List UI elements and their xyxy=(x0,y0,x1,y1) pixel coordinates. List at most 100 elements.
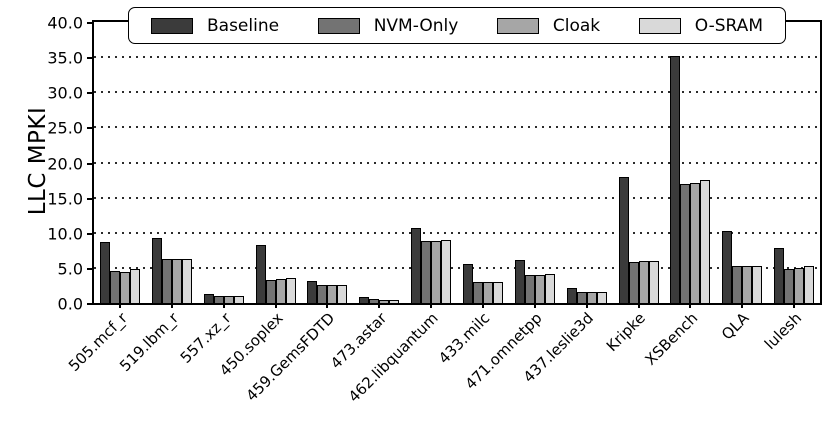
y-tick-label-40.0: 40.0 xyxy=(47,13,83,33)
bar-Baseline-lulesh xyxy=(774,248,785,303)
bar-NVM-Only-462.libquantum xyxy=(421,240,432,303)
x-tick-mark xyxy=(274,303,277,308)
y-tick-label-30.0: 30.0 xyxy=(47,83,83,103)
bar-O-SRAM-450.soplex xyxy=(285,277,296,303)
x-tick-mark xyxy=(585,303,588,308)
bar-O-SRAM-433.milc xyxy=(492,281,503,303)
x-tick-mark xyxy=(118,303,121,308)
bar-group-450.soplex xyxy=(250,22,302,303)
bar-O-SRAM-Kripke xyxy=(648,260,659,303)
bar-O-SRAM-462.libquantum xyxy=(441,240,452,303)
y-tick-mark xyxy=(87,267,94,270)
bar-group-473.astar xyxy=(353,22,405,303)
bar-group-519.lbm_r xyxy=(146,22,198,303)
x-tick-label-459.GemsFDTD: 459.GemsFDTD xyxy=(242,309,339,405)
bar-O-SRAM-519.lbm_r xyxy=(181,258,192,303)
bar-NVM-Only-450.soplex xyxy=(265,279,276,303)
bar-Baseline-450.soplex xyxy=(255,244,266,303)
bar-Cloak-433.milc xyxy=(482,282,493,303)
bar-NVM-Only-Kripke xyxy=(628,262,639,303)
legend-swatch-NVM-Only xyxy=(317,17,360,34)
bar-O-SRAM-505.mcf_r xyxy=(129,269,140,303)
legend-label-NVM-Only: NVM-Only xyxy=(373,15,459,36)
bar-Cloak-459.GemsFDTD xyxy=(327,284,338,303)
bar-Cloak-437.leslie3d xyxy=(586,291,597,303)
y-tick-label-0.0: 0.0 xyxy=(57,294,83,314)
bar-Baseline-519.lbm_r xyxy=(151,238,162,303)
y-tick-label-25.0: 25.0 xyxy=(47,118,83,138)
bar-Baseline-433.milc xyxy=(462,264,473,303)
y-tick-mark xyxy=(87,162,94,165)
x-tick-mark xyxy=(793,303,796,308)
x-tick-label-QLA: QLA xyxy=(718,309,753,344)
bar-O-SRAM-473.astar xyxy=(389,300,400,303)
x-tick-label-462.libquantum: 462.libquantum xyxy=(344,309,442,406)
bar-Baseline-471.omnetpp xyxy=(514,259,525,303)
bar-group-471.omnetpp xyxy=(509,22,561,303)
bar-O-SRAM-437.leslie3d xyxy=(596,291,607,303)
legend-swatch-Baseline xyxy=(151,17,193,34)
bar-O-SRAM-459.GemsFDTD xyxy=(337,284,348,303)
bar-NVM-Only-471.omnetpp xyxy=(524,274,535,303)
bar-Cloak-505.mcf_r xyxy=(119,271,130,303)
x-tick-mark xyxy=(430,303,433,308)
bar-Cloak-471.omnetpp xyxy=(534,274,545,303)
bar-group-462.libquantum xyxy=(405,22,457,303)
bar-NVM-Only-433.milc xyxy=(472,282,483,303)
x-tick-mark xyxy=(170,303,173,308)
bar-group-433.milc xyxy=(457,22,509,303)
bar-O-SRAM-557.xz_r xyxy=(233,295,244,303)
y-tick-mark xyxy=(87,57,94,60)
bar-NVM-Only-505.mcf_r xyxy=(109,271,120,303)
bar-O-SRAM-XSBench xyxy=(700,179,711,303)
bar-Cloak-450.soplex xyxy=(275,278,286,303)
x-tick-label-XSBench: XSBench xyxy=(641,309,702,369)
x-tick-label-lulesh: lulesh xyxy=(760,309,805,354)
y-tick-mark xyxy=(87,92,94,95)
bar-group-XSBench xyxy=(664,22,716,303)
x-axis-labels: 505.mcf_r 519.lbm_r 557.xz_r 450.soplex 459.… xyxy=(65,309,818,439)
bar-NVM-Only-XSBench xyxy=(680,184,691,303)
x-tick-mark xyxy=(689,303,692,308)
bar-NVM-Only-QLA xyxy=(732,266,743,303)
bar-group-437.leslie3d xyxy=(561,22,613,303)
legend-swatch-Cloak xyxy=(496,17,539,34)
y-tick-label-35.0: 35.0 xyxy=(47,48,83,68)
bar-Cloak-QLA xyxy=(742,266,753,303)
bar-NVM-Only-557.xz_r xyxy=(213,296,224,303)
y-tick-mark xyxy=(87,197,94,200)
bar-group-lulesh xyxy=(768,22,820,303)
x-tick-mark xyxy=(222,303,225,308)
bar-group-459.GemsFDTD xyxy=(301,22,353,303)
y-tick-label-20.0: 20.0 xyxy=(47,154,83,173)
bar-O-SRAM-lulesh xyxy=(804,266,815,303)
bar-Baseline-QLA xyxy=(722,231,733,303)
bar-groups xyxy=(94,22,820,303)
bar-NVM-Only-459.GemsFDTD xyxy=(317,284,328,303)
bar-O-SRAM-471.omnetpp xyxy=(544,274,555,303)
bar-Baseline-473.astar xyxy=(359,297,370,303)
bar-NVM-Only-473.astar xyxy=(369,299,380,303)
bar-NVM-Only-519.lbm_r xyxy=(161,259,172,303)
bar-Baseline-437.leslie3d xyxy=(566,288,577,303)
legend-swatch-O-SRAM xyxy=(638,17,681,34)
bar-Baseline-XSBench xyxy=(670,55,681,303)
x-tick-mark xyxy=(378,303,381,308)
plot-area: 0.0 5.0 10.0 15.0 20.0 25.0 30.0 35.0 40.0 xyxy=(47,14,822,314)
legend-item-Cloak: Cloak xyxy=(496,16,600,36)
bar-O-SRAM-QLA xyxy=(752,265,763,303)
bar-group-QLA xyxy=(716,22,768,303)
bar-Baseline-505.mcf_r xyxy=(99,241,110,303)
bar-group-Kripke xyxy=(613,22,665,303)
y-tick-mark xyxy=(87,303,94,305)
bar-NVM-Only-437.leslie3d xyxy=(576,292,587,303)
bar-Cloak-473.astar xyxy=(379,300,390,303)
legend: Baseline NVM-Only Cloak O-SRAM xyxy=(128,7,786,44)
legend-label-O-SRAM: O-SRAM xyxy=(694,15,763,36)
bar-Cloak-XSBench xyxy=(690,182,701,303)
bar-Baseline-462.libquantum xyxy=(411,228,422,303)
bar-Cloak-Kripke xyxy=(638,260,649,303)
bar-Cloak-557.xz_r xyxy=(223,296,234,303)
bar-Baseline-459.GemsFDTD xyxy=(307,281,318,303)
